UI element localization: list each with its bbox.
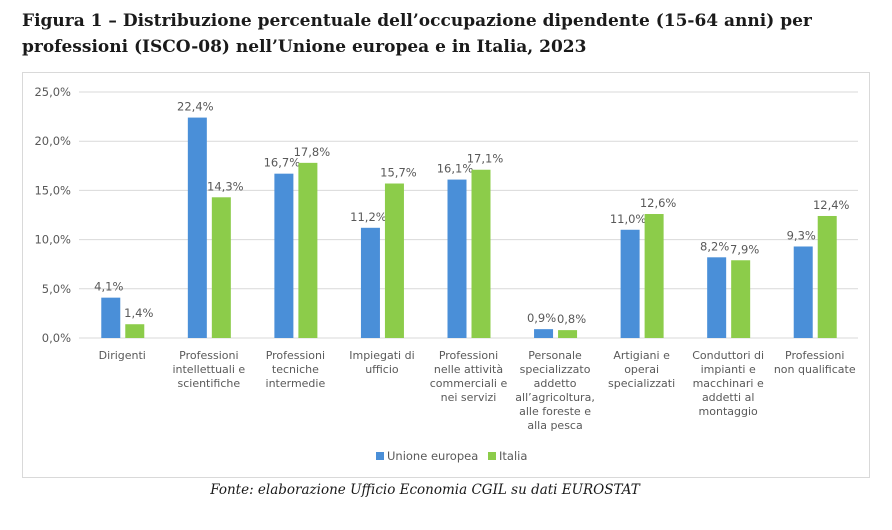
data-label: 17,8% bbox=[294, 145, 331, 159]
bar-ue bbox=[360, 227, 380, 338]
data-label: 0,8% bbox=[557, 312, 586, 326]
source-note: Fonte: elaborazione Ufficio Economia CGI… bbox=[210, 482, 640, 498]
data-label: 15,7% bbox=[380, 166, 417, 180]
data-label: 11,0% bbox=[610, 212, 647, 226]
figure-title: Figura 1 – Distribuzione percentuale del… bbox=[22, 8, 872, 60]
category-label: Professioni intellettuali e scientifiche bbox=[172, 349, 245, 390]
category-label: Impiegati di ufficio bbox=[349, 349, 414, 376]
bar-italia bbox=[384, 183, 404, 338]
bar-ue bbox=[101, 297, 121, 338]
legend-swatch-ue bbox=[376, 452, 384, 460]
chart-frame: 0,0% 5,0% 10,0% 15,0% 20,0% 25,0% 4,1% 1,4% Diri… bbox=[22, 72, 870, 478]
bar-italia bbox=[644, 214, 664, 338]
data-label: 16,7% bbox=[264, 156, 301, 170]
bar-ue bbox=[274, 173, 294, 338]
data-label: 11,2% bbox=[350, 210, 387, 224]
figure-title-line-2: professioni (ISCO-08) nell’Unione europe… bbox=[22, 37, 587, 57]
y-tick-label: 5,0% bbox=[42, 282, 71, 296]
y-tick-label: 10,0% bbox=[34, 233, 71, 247]
category-label: Dirigenti bbox=[99, 349, 146, 362]
data-label: 4,1% bbox=[94, 280, 123, 294]
data-label: 1,4% bbox=[124, 306, 153, 320]
data-label: 0,9% bbox=[527, 311, 556, 325]
data-label: 8,2% bbox=[700, 239, 729, 253]
bar-chart: 0,0% 5,0% 10,0% 15,0% 20,0% 25,0% 4,1%1,4% Diri… bbox=[34, 85, 858, 463]
data-label: 16,1% bbox=[437, 162, 474, 176]
figure-title-line-1: Figura 1 – Distribuzione percentuale del… bbox=[22, 11, 812, 31]
legend-swatch-italia bbox=[488, 452, 496, 460]
bar-italia bbox=[558, 330, 578, 338]
category-label: Artigiani e operai specializzati bbox=[608, 349, 675, 390]
bar-ue bbox=[447, 179, 467, 338]
bar-italia bbox=[125, 324, 145, 338]
y-tick-label: 0,0% bbox=[42, 331, 71, 345]
bar-italia bbox=[731, 260, 751, 338]
category-label: Professioni non qualificate bbox=[774, 349, 856, 376]
data-label: 17,1% bbox=[467, 152, 504, 166]
bar-italia bbox=[211, 197, 231, 338]
y-tick-label: 15,0% bbox=[34, 183, 71, 197]
bar-ue bbox=[620, 229, 640, 338]
bar-ue bbox=[534, 329, 554, 338]
bar-italia bbox=[298, 162, 318, 338]
bar-italia bbox=[817, 215, 837, 338]
legend-label: Unione europea bbox=[387, 449, 478, 463]
data-label: 9,3% bbox=[787, 228, 816, 242]
category-label: Professioni nelle attività commerciali e ne… bbox=[430, 349, 508, 404]
legend-label: Italia bbox=[499, 449, 527, 463]
bar-ue bbox=[187, 117, 207, 338]
bar-italia bbox=[471, 169, 491, 338]
bar-ue bbox=[707, 257, 727, 338]
data-label: 22,4% bbox=[177, 100, 214, 114]
category-label: Professioni tecniche intermedie bbox=[266, 349, 326, 390]
data-label: 12,4% bbox=[813, 198, 850, 212]
data-label: 12,6% bbox=[640, 196, 677, 210]
y-tick-label: 25,0% bbox=[34, 85, 71, 99]
y-tick-label: 20,0% bbox=[34, 134, 71, 148]
data-label: 14,3% bbox=[207, 179, 244, 193]
category-label: Personale specializzato addetto all’agricol… bbox=[515, 349, 595, 432]
bar-ue bbox=[793, 246, 813, 338]
category-label: Conduttori di impianti e macchinari e addet… bbox=[692, 349, 764, 418]
data-label: 7,9% bbox=[730, 242, 759, 256]
